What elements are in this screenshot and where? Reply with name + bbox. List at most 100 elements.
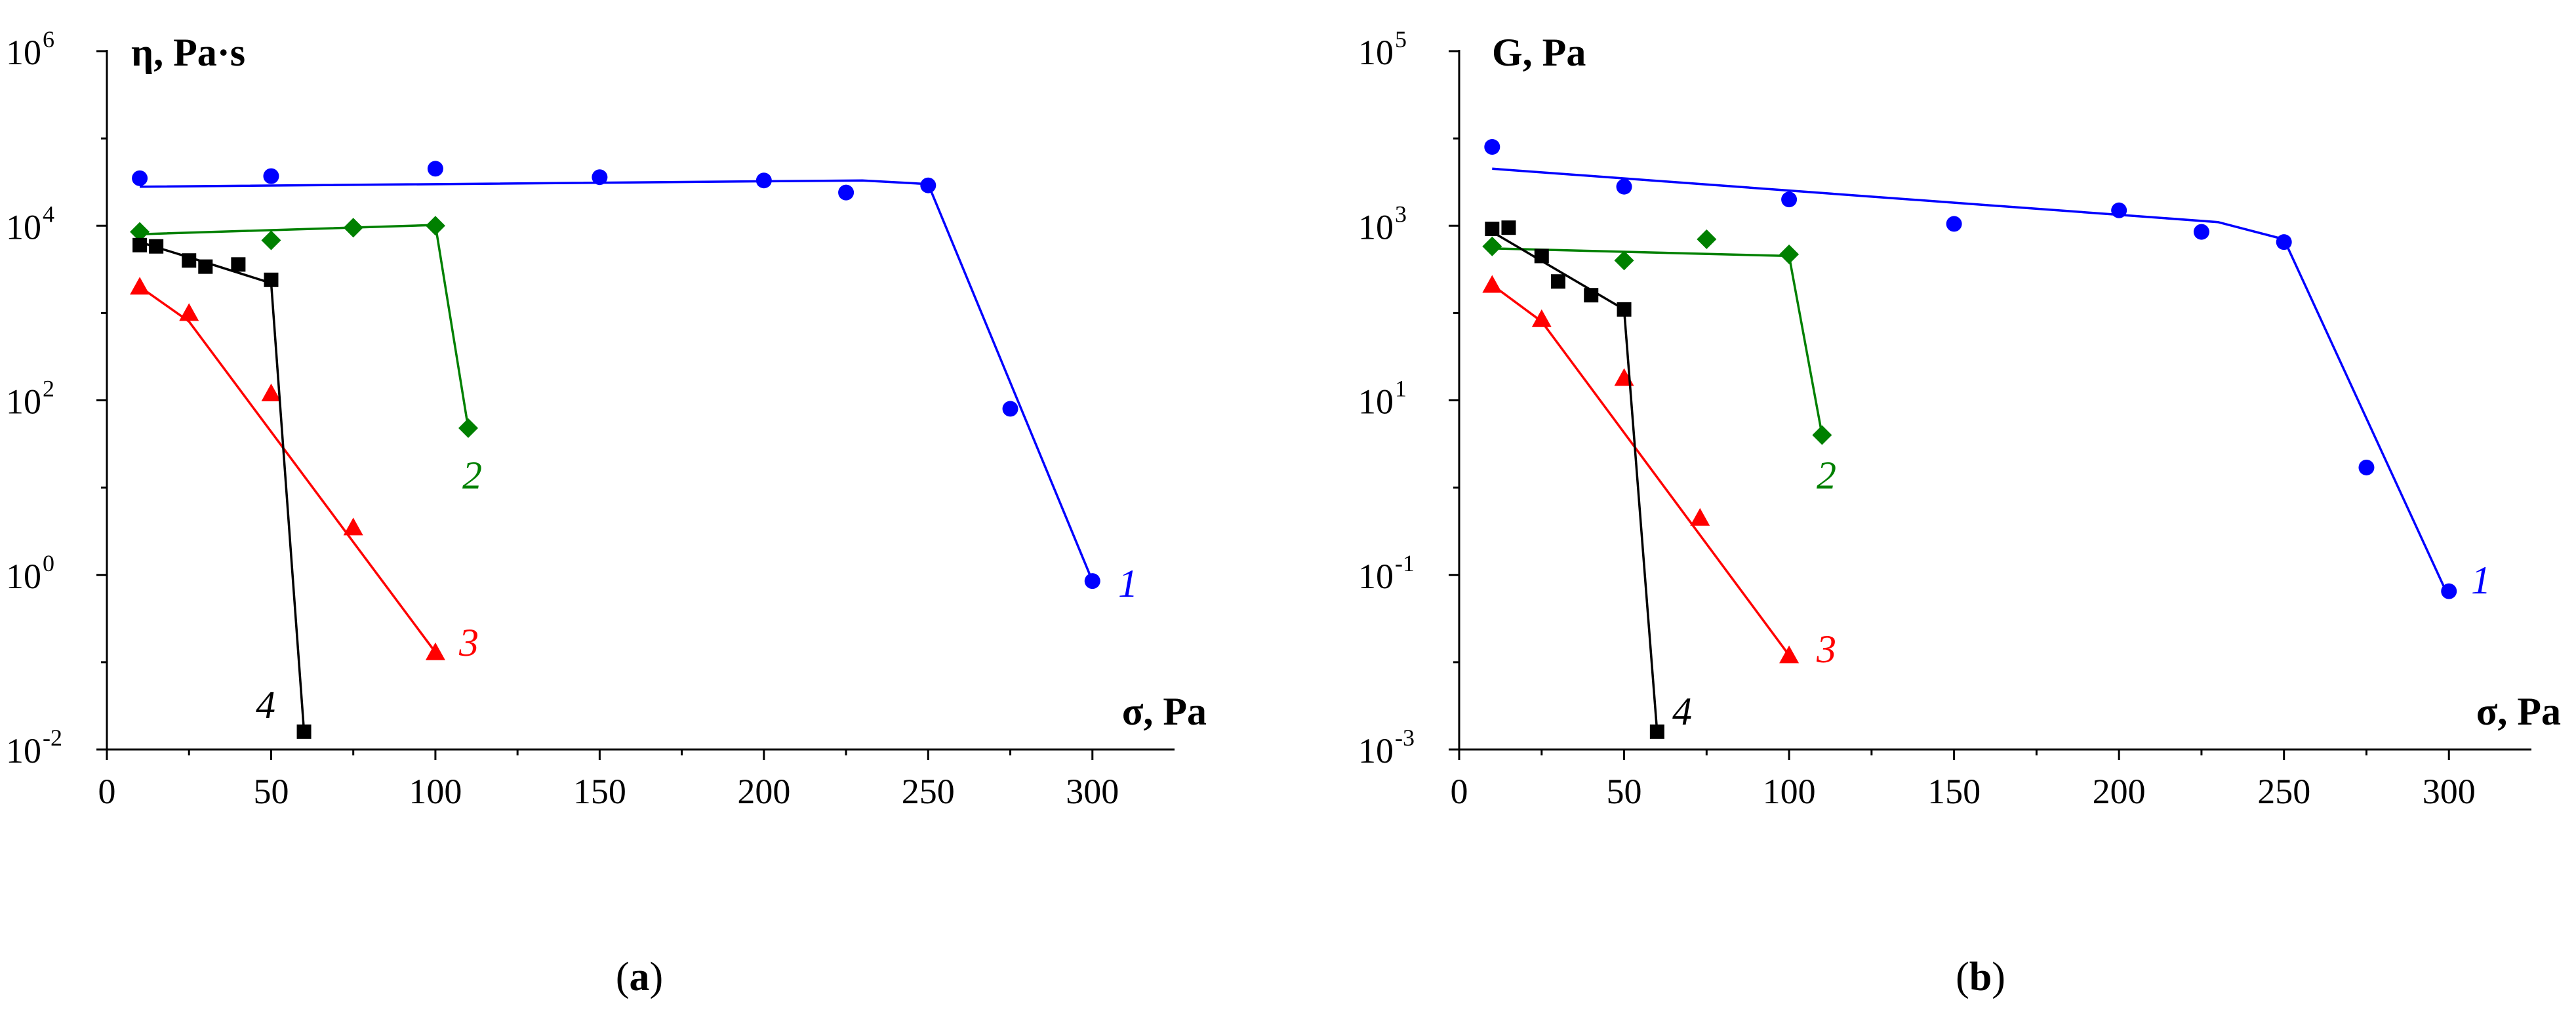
panel-label: (b) xyxy=(1956,955,2005,999)
series-3: 3 xyxy=(130,277,479,664)
y-tick-exponent: 0 xyxy=(43,550,54,576)
data-point xyxy=(1584,288,1599,303)
data-point xyxy=(2276,234,2292,250)
series-1: 1 xyxy=(132,161,1138,605)
x-axis-title: σ, Pa xyxy=(1122,690,1207,733)
data-point xyxy=(1946,216,1962,232)
y-tick-label: 10 xyxy=(6,557,41,596)
y-tick-exponent: 3 xyxy=(1395,201,1407,227)
data-point xyxy=(261,230,281,250)
series-label-4: 4 xyxy=(256,683,275,727)
data-point xyxy=(1812,425,1832,445)
data-point xyxy=(182,253,197,268)
data-point xyxy=(2441,583,2457,599)
data-point xyxy=(425,642,445,660)
fit-line-1 xyxy=(1492,167,2450,599)
x-tick-label: 200 xyxy=(2093,772,2146,811)
data-point xyxy=(1616,178,1632,195)
data-point xyxy=(132,170,148,186)
y-tick-exponent: -3 xyxy=(1395,725,1415,751)
fit-line-4 xyxy=(1491,231,1659,732)
series-label-1: 1 xyxy=(1118,562,1138,605)
data-point xyxy=(343,517,363,536)
data-point xyxy=(425,216,445,236)
fit-line-3 xyxy=(139,285,437,653)
series-label-3: 3 xyxy=(458,621,479,664)
data-point xyxy=(132,237,148,252)
y-tick-label: 10 xyxy=(6,731,41,770)
data-point xyxy=(130,222,150,242)
data-point xyxy=(755,172,772,189)
y-tick-label: 10 xyxy=(6,382,41,422)
data-point xyxy=(1617,302,1632,317)
x-tick-label: 0 xyxy=(1451,772,1468,811)
x-tick-label: 100 xyxy=(1763,772,1816,811)
y-tick-exponent: 2 xyxy=(43,376,54,402)
series-4: 4 xyxy=(1485,220,1692,739)
fit-line-4 xyxy=(139,241,306,732)
data-point xyxy=(1534,249,1549,264)
data-point xyxy=(149,239,164,254)
y-tick-exponent: 4 xyxy=(43,201,54,227)
series-label-2: 2 xyxy=(1817,454,1836,497)
series-2: 2 xyxy=(1482,229,1836,497)
y-tick-label: 10 xyxy=(1358,33,1394,72)
series-label-2: 2 xyxy=(462,454,482,497)
data-point xyxy=(1482,275,1502,293)
x-tick-label: 300 xyxy=(2423,772,2476,811)
data-point xyxy=(1531,309,1552,327)
x-tick-label: 100 xyxy=(409,772,462,811)
data-point xyxy=(130,277,150,295)
y-tick-label: 10 xyxy=(6,33,41,72)
data-point xyxy=(1550,274,1565,289)
fit-line-1 xyxy=(140,179,1094,582)
data-point xyxy=(179,303,199,321)
data-point xyxy=(1690,508,1710,526)
y-axis-title: G, Pa xyxy=(1492,31,1586,74)
y-axis-title: η, Pa·s xyxy=(131,31,245,74)
y-tick-label: 10 xyxy=(6,207,41,247)
y-tick-label: 10 xyxy=(1358,731,1394,770)
x-tick-label: 50 xyxy=(253,772,289,811)
y-tick-label: 10 xyxy=(1358,382,1394,422)
x-tick-label: 250 xyxy=(902,772,955,811)
data-point xyxy=(296,724,312,739)
data-point xyxy=(1697,229,1717,249)
fit-line-3 xyxy=(1491,284,1790,656)
data-point xyxy=(1649,724,1664,739)
panel-label: (a) xyxy=(616,955,663,999)
series-label-4: 4 xyxy=(1672,690,1692,733)
data-point xyxy=(1779,645,1800,664)
data-point xyxy=(2358,459,2375,475)
y-tick-exponent: 5 xyxy=(1395,26,1407,52)
data-point xyxy=(592,169,608,186)
data-point xyxy=(343,218,363,238)
y-tick-exponent: -2 xyxy=(43,725,62,751)
data-point xyxy=(1002,401,1018,417)
data-point xyxy=(1781,191,1798,208)
data-point xyxy=(2111,202,2127,218)
data-point xyxy=(263,168,279,184)
y-tick-exponent: 6 xyxy=(43,26,54,52)
data-point xyxy=(1484,139,1500,155)
data-point xyxy=(1614,250,1634,271)
series-2: 2 xyxy=(130,216,482,497)
data-point xyxy=(264,272,279,287)
data-point xyxy=(231,257,246,272)
data-point xyxy=(198,259,213,274)
x-tick-label: 150 xyxy=(1927,772,1981,811)
x-tick-label: 200 xyxy=(737,772,790,811)
series-label-1: 1 xyxy=(2471,559,2491,602)
fit-line-2 xyxy=(1492,247,1824,435)
data-point xyxy=(1779,244,1800,264)
series-4: 4 xyxy=(132,237,312,739)
series-1: 1 xyxy=(1484,139,2491,602)
x-axis-title: σ, Pa xyxy=(2476,690,2561,733)
x-tick-label: 50 xyxy=(1607,772,1642,811)
x-tick-label: 150 xyxy=(573,772,626,811)
data-point xyxy=(1482,236,1502,256)
x-tick-label: 300 xyxy=(1066,772,1119,811)
